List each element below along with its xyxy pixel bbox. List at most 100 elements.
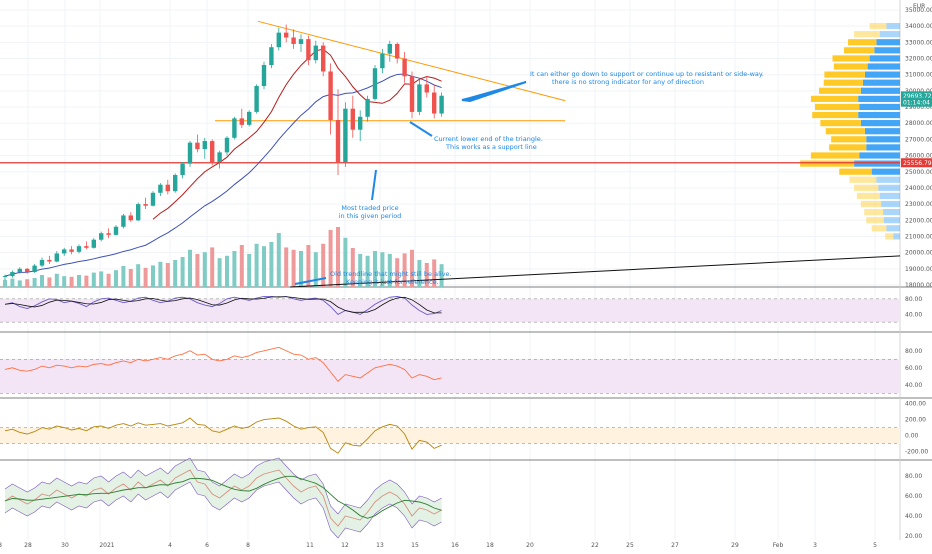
x-tick-1: 30 (61, 542, 69, 549)
candle-body-49 (365, 98, 370, 117)
x-tick-19: 5 (873, 542, 877, 549)
volume-bars (3, 227, 444, 287)
volume-bar-59 (439, 264, 444, 287)
volume-bar-4 (32, 278, 37, 287)
volume-bar-20 (151, 265, 155, 287)
profile-buy-3 (843, 47, 875, 54)
x-tick-4: 6 (205, 542, 209, 549)
candle-body-25 (187, 142, 193, 164)
price-tick-11: 24000.00 (905, 185, 932, 192)
x-tick-5: 8 (246, 542, 250, 549)
candle-body-10 (76, 246, 82, 252)
volume-bar-2 (17, 280, 22, 287)
candle-body-52 (387, 43, 392, 54)
volume-bar-14 (106, 273, 111, 287)
price-tick-12: 23000.00 (905, 201, 932, 208)
candle-body-14 (106, 233, 111, 235)
indicator-upper-3 (4, 457, 442, 515)
x-tick-14: 25 (626, 542, 634, 549)
annotation-6: Old trendline that might still be alive. (330, 270, 452, 278)
x-tick-13: 22 (591, 542, 599, 549)
profile-sell-15 (866, 144, 900, 151)
profile-sell-22 (881, 200, 900, 208)
profile-sell-20 (878, 184, 900, 191)
profile-sell-17 (854, 160, 900, 167)
volume-bar-38 (284, 247, 289, 287)
volume-bar-6 (47, 277, 52, 287)
candle-body-34 (254, 86, 259, 112)
price-tick-4: 31000.00 (905, 72, 932, 79)
volume-bar-15 (114, 270, 118, 287)
profile-buy-20 (854, 184, 879, 191)
indicator-tick-1-1: 60.00 (905, 365, 922, 372)
candle-body-44 (328, 71, 333, 120)
volume-bar-18 (136, 264, 141, 287)
triangle-upper-line (257, 20, 566, 102)
volume-bar-33 (247, 254, 252, 287)
profile-sell-0 (886, 22, 900, 30)
candle-body-18 (136, 204, 141, 221)
volume-bar-23 (173, 260, 178, 287)
indicator-tick-3-1: 60.00 (905, 493, 922, 500)
volume-bar-50 (373, 251, 377, 287)
profile-sell-7 (862, 79, 900, 86)
volume-bar-11 (84, 275, 89, 287)
price-tick-2: 33000.00 (905, 39, 932, 46)
profile-sell-12 (860, 120, 900, 127)
volume-bar-56 (417, 260, 422, 287)
volume-bar-42 (313, 252, 318, 287)
profile-buy-13 (825, 128, 865, 135)
price-tick-10: 25000.00 (905, 169, 932, 176)
price-tick-17: 18000.00 (905, 282, 932, 289)
arrow-annotation-6 (294, 277, 327, 285)
price-tick-14: 21000.00 (905, 233, 932, 240)
annotation-5: in this given period (339, 212, 402, 220)
price-tick-13: 22000.00 (905, 217, 932, 224)
volume-bar-40 (299, 251, 303, 287)
profile-buy-24 (866, 217, 884, 224)
volume-bar-36 (269, 242, 274, 287)
candle-body-27 (202, 141, 207, 150)
volume-bar-29 (217, 258, 222, 287)
candle-body-22 (165, 184, 170, 192)
volume-bar-28 (210, 247, 215, 287)
profile-sell-26 (893, 233, 900, 240)
indicator-tick-2-3: -200.00 (905, 449, 928, 456)
price-tick-15: 20000.00 (905, 250, 932, 257)
volume-bar-32 (239, 245, 244, 287)
indicator-tick-3-0: 80.00 (905, 473, 922, 480)
indicator-tick-1-2: 40.00 (905, 382, 922, 389)
volume-bar-44 (328, 230, 333, 287)
profile-sell-23 (883, 209, 900, 216)
x-tick-0: 28 (24, 542, 32, 549)
indicator-panels: 80.00 40.00 80.00 60.00 40.00 400.00 200.00 0.0… (0, 296, 928, 540)
volume-bar-21 (158, 261, 163, 287)
price-badge-1: 01:14:04 (903, 99, 930, 106)
candle-body-48 (358, 116, 363, 130)
candle-body-16 (121, 215, 126, 227)
volume-bar-19 (143, 267, 148, 287)
profile-sell-6 (864, 71, 900, 78)
volume-bar-39 (291, 249, 296, 287)
profile-buy-19 (849, 176, 877, 183)
x-tick-15: 27 (671, 542, 679, 549)
profile-sell-10 (859, 103, 900, 111)
volume-bar-9 (69, 276, 74, 287)
candle-body-57 (424, 84, 429, 93)
volume-bar-24 (180, 257, 185, 287)
annotation-3: This works as a support line (445, 143, 537, 151)
indicator-line-1 (4, 346, 442, 383)
annotation-7: Keeping it just for reference. (346, 278, 439, 286)
indicator-tick-2-2: 0.00 (905, 433, 919, 440)
profile-sell-16 (859, 152, 900, 159)
profile-buy-18 (839, 168, 872, 175)
volume-bar-10 (77, 275, 81, 287)
old-trendline (289, 255, 901, 288)
candle-body-1 (10, 272, 15, 277)
volume-bar-34 (254, 243, 259, 287)
grid (0, 0, 932, 540)
volume-bar-46 (343, 237, 348, 287)
volume-bar-30 (225, 255, 229, 287)
candle-body-3 (25, 268, 30, 273)
